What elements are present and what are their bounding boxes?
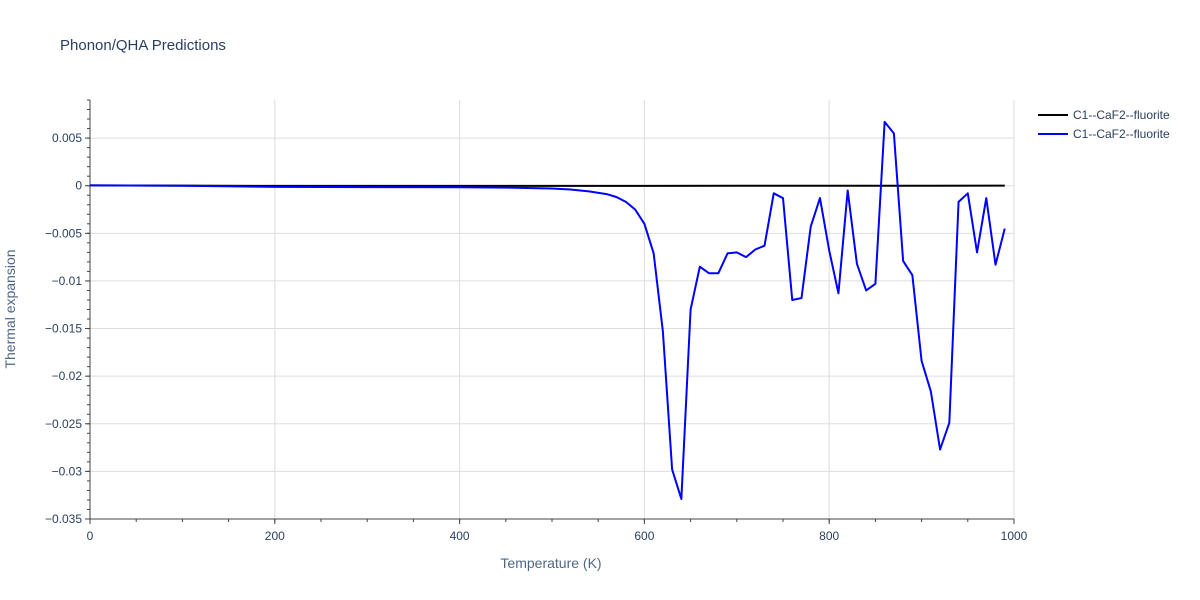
y-tick-label: −0.015	[45, 322, 82, 336]
y-tick-label: −0.005	[45, 226, 82, 240]
x-tick-label: 1000	[1001, 529, 1028, 543]
plot-area[interactable]	[89, 120, 1006, 500]
y-tick-label: −0.01	[52, 274, 83, 288]
legend-item[interactable]: C1--CaF2--fluorite	[1038, 108, 1170, 122]
y-tick-label: −0.025	[45, 417, 82, 431]
legend-item[interactable]: C1--CaF2--fluorite	[1038, 127, 1170, 141]
gridlines	[90, 100, 1015, 520]
y-tick-label: −0.02	[52, 369, 83, 383]
legend-label: C1--CaF2--fluorite	[1073, 108, 1170, 122]
legend[interactable]: C1--CaF2--fluorite C1--CaF2--fluorite	[1038, 108, 1170, 141]
y-tick-label: 0.005	[52, 131, 82, 145]
y-tick-label: 0	[75, 179, 82, 193]
x-tick-label: 800	[819, 529, 839, 543]
y-axis-title: Thermal expansion	[2, 249, 18, 368]
y-tick-label: −0.035	[45, 512, 82, 526]
x-tick-label: 400	[450, 529, 470, 543]
x-axis-title: Temperature (K)	[500, 555, 601, 571]
chart-title: Phonon/QHA Predictions	[60, 37, 226, 54]
axes: 0 200 400 600 800 1000 0.005 0 −0.005 −0.01 −0.015…	[45, 99, 1028, 543]
series-line-2[interactable]	[89, 120, 1006, 500]
x-tick-label: 200	[265, 529, 285, 543]
x-tick-label: 600	[634, 529, 654, 543]
legend-label: C1--CaF2--fluorite	[1073, 127, 1170, 141]
y-tick-label: −0.03	[52, 464, 83, 478]
x-tick-label: 0	[87, 529, 94, 543]
